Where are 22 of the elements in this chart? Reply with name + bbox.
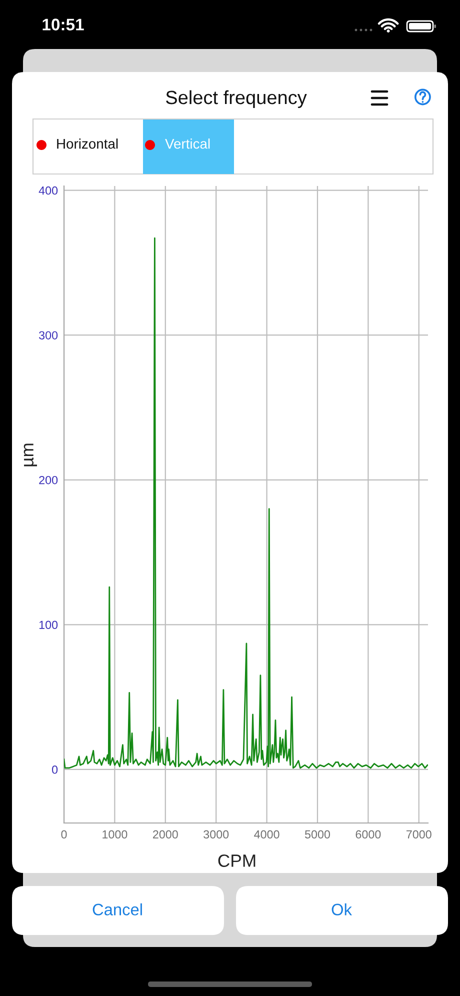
- x-tick-label: 2000: [153, 830, 178, 839]
- x-tick-label: 7000: [406, 830, 432, 839]
- x-tick-label: 3000: [204, 830, 229, 839]
- line-series: [64, 237, 428, 769]
- x-tick-label: 4000: [254, 830, 280, 839]
- y-tick-label: 200: [39, 476, 58, 484]
- y-tick-label: 400: [38, 186, 58, 195]
- x-tick-label: 5000: [304, 830, 330, 839]
- y-tick-label: 0: [52, 766, 58, 774]
- y-axis-title: µm: [24, 444, 37, 466]
- x-tick-label: 6000: [356, 830, 381, 839]
- x-tick-label: 1000: [102, 830, 128, 839]
- text: 10:51: [42, 18, 84, 30]
- text: Horizontal: [57, 138, 118, 149]
- y-tick-label: 100: [39, 620, 58, 630]
- x-tick-label: 0: [61, 830, 67, 839]
- text: Cancel: [92, 903, 142, 916]
- y-tick-label: 300: [39, 331, 58, 340]
- text: Vertical: [165, 138, 210, 149]
- text: Ok: [332, 903, 352, 916]
- chart-title: Select frequency: [166, 90, 307, 108]
- x-axis-title: CPM: [218, 854, 256, 867]
